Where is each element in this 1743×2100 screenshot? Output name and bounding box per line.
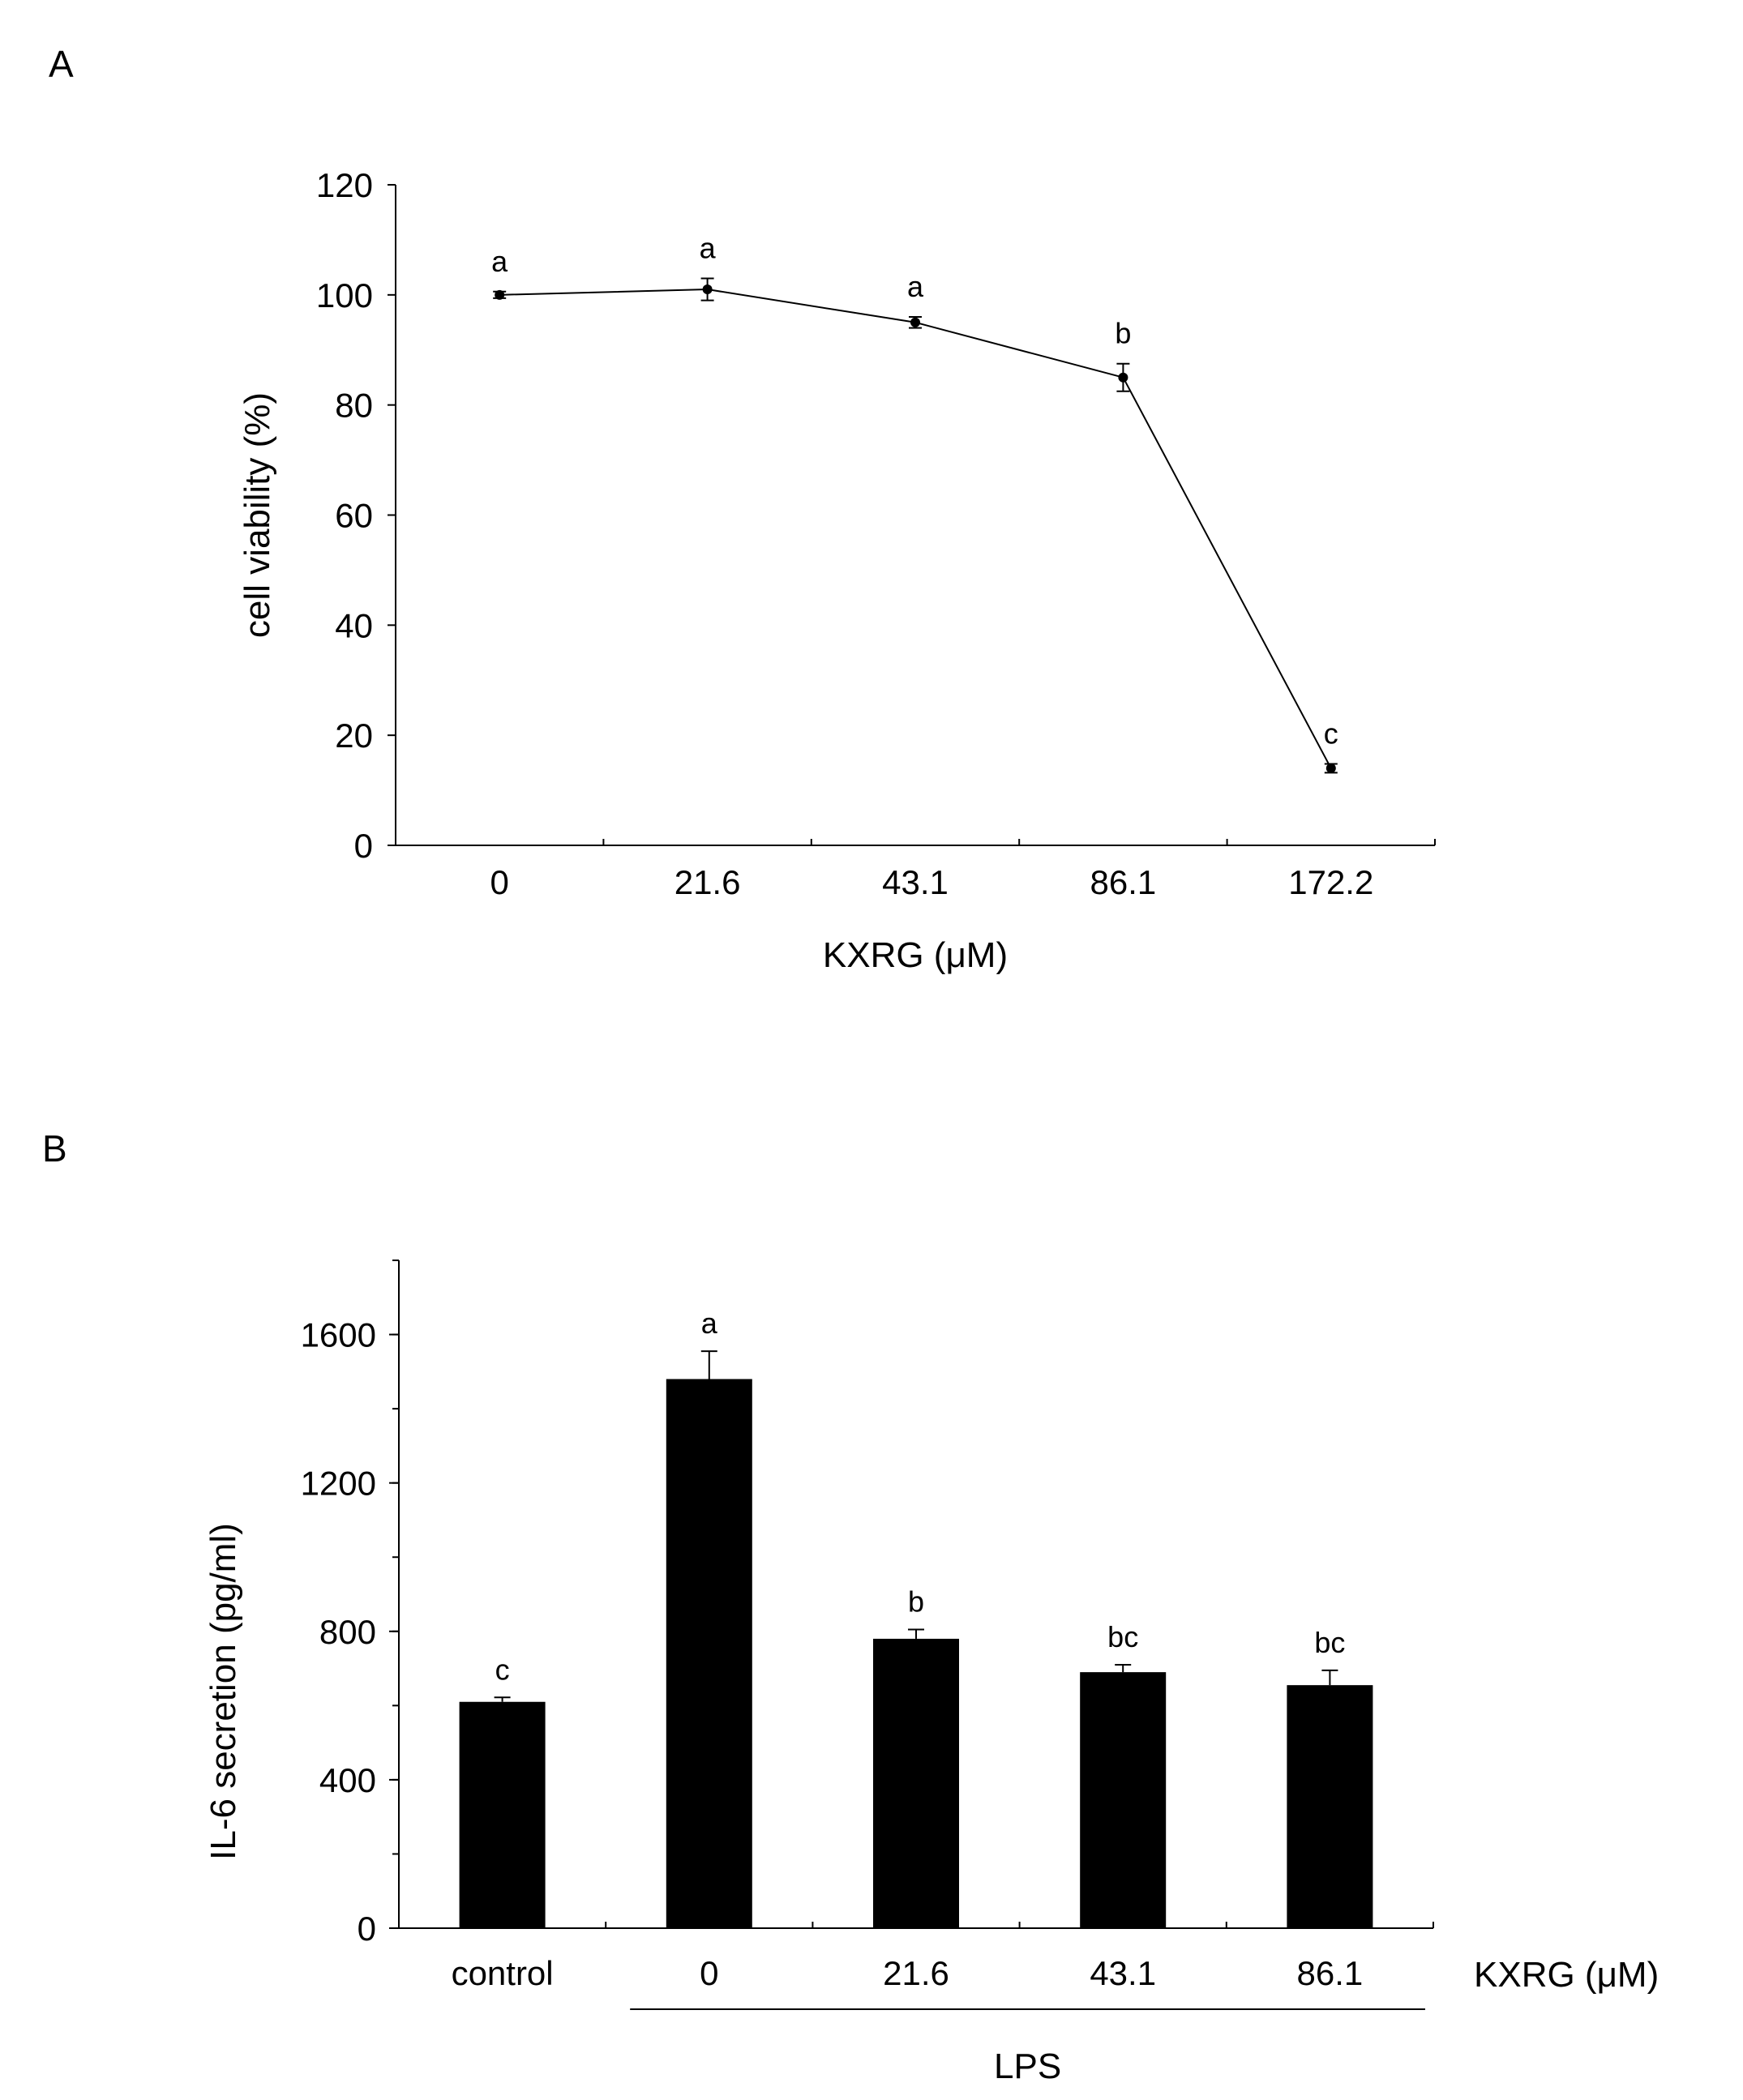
significance-letter: bc [1314, 1626, 1345, 1659]
x-tick-label: control [452, 1954, 554, 1992]
y-tick-label: 1600 [301, 1316, 376, 1354]
data-point [1118, 372, 1128, 383]
x-tick-label: 86.1 [1090, 863, 1157, 901]
lps-group-label: LPS [994, 2047, 1061, 2086]
data-point [1325, 763, 1336, 773]
y-axis-title: cell viability (%) [238, 392, 277, 638]
x-tick-label: 172.2 [1288, 863, 1373, 901]
panel-b-label: B [42, 1127, 67, 1170]
y-tick-label: 20 [335, 716, 373, 755]
significance-letter: bc [1107, 1620, 1138, 1653]
significance-letter: c [495, 1653, 510, 1686]
y-tick-label: 40 [335, 606, 373, 644]
x-tick-label: 21.6 [675, 863, 741, 901]
y-tick-label: 1200 [301, 1465, 376, 1503]
bar [1080, 1672, 1167, 1928]
chart-a: 0 20 40 60 80 100 120 0 21.6 43.1 86.1 172.2 KXRG (μ… [238, 166, 1436, 975]
significance-letter: a [700, 231, 717, 264]
data-point [495, 289, 505, 300]
data-point [702, 284, 713, 295]
significance-letter: b [1115, 317, 1131, 350]
bar [666, 1379, 752, 1928]
y-tick-label: 800 [319, 1613, 376, 1651]
x-tick-label: 21.6 [883, 1954, 949, 1992]
y-axis-title: IL-6 secretion (pg/ml) [203, 1523, 243, 1860]
bar [1287, 1685, 1373, 1928]
y-tick-label: 80 [335, 387, 373, 425]
x-axis-title: KXRG (μM) [823, 935, 1008, 975]
x-tick-label: 43.1 [1090, 1954, 1156, 1992]
x-tick-label: 0 [700, 1954, 718, 1992]
significance-letter: a [491, 245, 508, 278]
bar [873, 1638, 959, 1928]
chart-b: 0 400 800 1200 1600 c control a 0 b 21.6 bc 43.1 bc 86… [203, 1260, 1659, 2086]
y-tick-label: 400 [319, 1761, 376, 1799]
x-axis-title: KXRG (μM) [1474, 1955, 1659, 1995]
panel-a-label: A [49, 43, 74, 85]
bar [459, 1701, 546, 1928]
data-point [910, 317, 920, 327]
significance-letter: a [907, 270, 924, 303]
y-tick-label: 60 [335, 497, 373, 535]
y-tick-label: 0 [358, 1910, 376, 1948]
significance-letter: b [908, 1585, 924, 1618]
x-tick-label: 43.1 [882, 863, 949, 901]
y-tick-label: 0 [354, 827, 373, 865]
y-tick-label: 120 [316, 166, 373, 204]
x-tick-label: 0 [490, 863, 509, 901]
series-line [499, 289, 1332, 769]
y-tick-label: 100 [316, 276, 373, 314]
significance-letter: c [1324, 716, 1338, 750]
significance-letter: a [701, 1307, 718, 1340]
x-tick-label: 86.1 [1297, 1954, 1364, 1992]
